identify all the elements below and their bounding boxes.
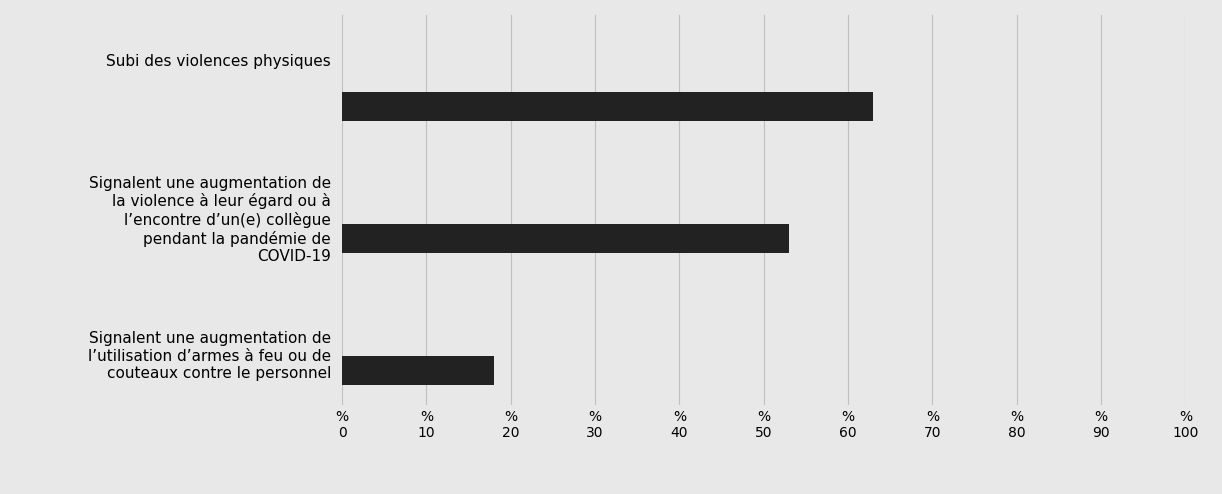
- Bar: [342, 224, 789, 253]
- Bar: [342, 356, 494, 385]
- Bar: [342, 91, 874, 121]
